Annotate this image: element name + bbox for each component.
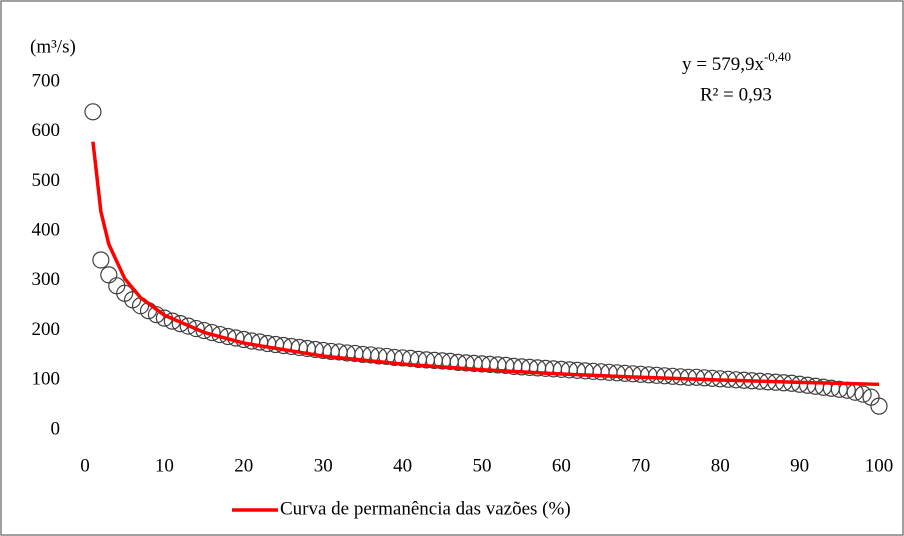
x-tick-label: 30: [314, 455, 333, 476]
x-tick-label: 80: [711, 455, 730, 476]
x-tick-label: 10: [155, 455, 174, 476]
point: [84, 103, 102, 121]
y-tick-label: 500: [32, 170, 61, 191]
point: [92, 251, 110, 269]
x-tick-label: 0: [80, 455, 90, 476]
equation-base: y = 579,9x: [682, 54, 764, 75]
point: [171, 315, 189, 333]
y-tick-label: 200: [32, 319, 61, 340]
point: [187, 319, 205, 338]
x-tick-label: 60: [552, 455, 571, 476]
point: [179, 317, 197, 335]
y-tick-label: 700: [32, 70, 61, 91]
equation: y = 579,9x-0,40: [682, 49, 791, 75]
x-tick-label: 40: [393, 455, 412, 476]
y-tick-label: 400: [32, 220, 61, 241]
x-tick-label: 100: [865, 455, 894, 476]
trend-line: [91, 141, 880, 387]
y-tick-label: 300: [32, 269, 61, 290]
r-squared: R² = 0,93: [700, 84, 772, 105]
y-axis-label: (m³/s): [30, 36, 76, 57]
y-tick-label: 0: [51, 418, 61, 439]
y-tick-label: 600: [32, 120, 61, 141]
point: [870, 397, 888, 415]
legend-label: Curva de permanência das vazões (%): [280, 498, 571, 519]
equation-exponent: -0,40: [764, 49, 791, 64]
x-tick-label: 90: [790, 455, 809, 476]
x-tick-label: 50: [473, 455, 492, 476]
x-tick-label: 70: [631, 455, 650, 476]
x-tick-label: 20: [234, 455, 253, 476]
point: [854, 385, 872, 403]
y-tick-label: 100: [32, 369, 61, 390]
